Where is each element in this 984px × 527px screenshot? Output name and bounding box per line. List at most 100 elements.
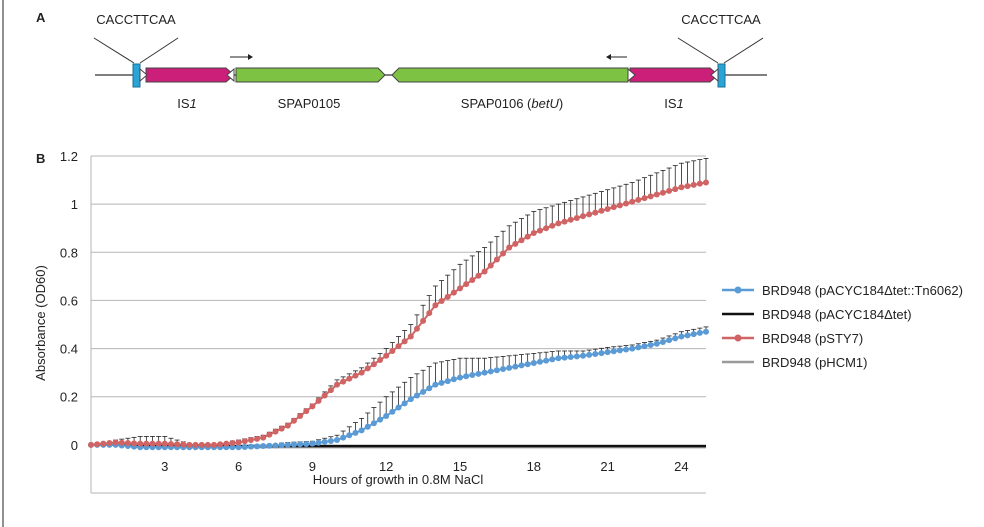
x-axis-title: Hours of growth in 0.8M NaCl: [313, 472, 484, 487]
data-point: [284, 422, 291, 429]
data-point: [413, 392, 420, 399]
data-point: [364, 423, 371, 430]
data-point: [389, 347, 396, 354]
data-point: [303, 440, 310, 447]
data-point: [247, 443, 254, 450]
data-point: [561, 354, 568, 361]
data-point: [290, 441, 297, 448]
data-point: [192, 441, 199, 448]
data-point: [684, 332, 691, 339]
spap0106-gene: [391, 67, 629, 83]
data-point: [653, 340, 660, 347]
data-point: [586, 351, 593, 358]
data-point: [629, 198, 636, 205]
panel-a-label: A: [36, 10, 46, 25]
data-point: [536, 358, 543, 365]
legend-marker: [734, 286, 742, 294]
data-point: [340, 434, 347, 441]
data-point: [229, 440, 236, 447]
data-point: [493, 256, 500, 263]
data-point: [659, 189, 666, 196]
data-point: [678, 333, 685, 340]
right-is1-label: IS1: [664, 96, 684, 111]
data-point: [204, 441, 211, 448]
data-point: [616, 347, 623, 354]
data-point: [543, 225, 550, 232]
x-tick-label: 18: [527, 459, 541, 474]
right-site-callout-left: [677, 37, 719, 64]
data-point: [321, 438, 328, 445]
data-point: [567, 353, 574, 360]
data-point: [383, 352, 390, 359]
data-point: [696, 180, 703, 187]
data-point: [235, 439, 242, 446]
x-tick-label: 3: [161, 459, 168, 474]
data-point: [272, 442, 279, 449]
data-point: [88, 441, 94, 448]
data-point: [623, 346, 630, 353]
data-point: [106, 440, 113, 447]
data-point: [475, 272, 482, 279]
data-point: [703, 179, 709, 186]
right-is1-inverted-repeat-left: [627, 67, 636, 83]
data-point: [549, 222, 556, 229]
data-point: [653, 191, 660, 198]
data-point: [370, 420, 377, 427]
data-point: [229, 444, 236, 451]
x-tick-label: 6: [235, 459, 242, 474]
data-point: [186, 441, 193, 448]
data-point: [364, 365, 371, 372]
left-site-callout-right: [139, 37, 179, 64]
direction-arrow-right: [230, 54, 253, 60]
data-point: [586, 211, 593, 218]
data-point: [131, 440, 138, 447]
data-point: [573, 353, 580, 360]
data-point: [500, 366, 507, 373]
y-tick-label: 0.6: [60, 293, 78, 308]
legend-marker: [734, 334, 742, 342]
panel-a: A CACCTTCAA CACCTTCAA: [36, 10, 767, 111]
data-point: [377, 357, 384, 364]
data-point: [616, 202, 623, 209]
data-point: [327, 387, 334, 394]
right-direct-repeat: [717, 63, 726, 88]
data-point: [530, 230, 537, 237]
data-point: [266, 431, 273, 438]
data-point: [512, 240, 519, 247]
data-point: [469, 276, 476, 283]
data-point: [666, 337, 673, 344]
data-point: [610, 348, 617, 355]
data-point: [297, 441, 304, 448]
data-point: [309, 440, 316, 447]
data-point: [659, 338, 666, 345]
data-point: [254, 443, 261, 450]
data-point: [155, 440, 162, 447]
data-point: [438, 379, 445, 386]
data-point: [635, 344, 642, 351]
data-point: [309, 403, 316, 410]
data-point: [641, 195, 648, 202]
data-point: [272, 428, 279, 435]
data-point: [543, 357, 550, 364]
data-point: [241, 438, 248, 445]
direction-arrow-left: [606, 54, 627, 60]
data-point: [518, 362, 525, 369]
data-point: [641, 343, 648, 350]
data-point: [623, 200, 630, 207]
data-point: [260, 443, 267, 450]
data-point: [647, 341, 654, 348]
right-site-callout-right: [723, 37, 764, 64]
data-point: [413, 325, 420, 332]
data-point: [346, 375, 353, 382]
data-point: [635, 196, 642, 203]
data-point: [118, 439, 125, 446]
data-point: [506, 244, 513, 251]
y-tick-label: 0.2: [60, 390, 78, 405]
data-point: [395, 404, 402, 411]
data-point: [315, 439, 322, 446]
data-point: [598, 350, 605, 357]
data-point: [592, 350, 599, 357]
data-point: [580, 352, 586, 359]
data-point: [678, 184, 685, 191]
data-point: [167, 440, 174, 447]
